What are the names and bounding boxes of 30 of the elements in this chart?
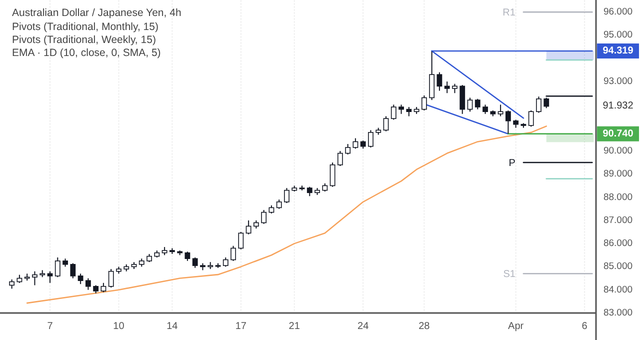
y-tick-label: 84.000 bbox=[603, 284, 633, 296]
series-label: R1 bbox=[502, 8, 516, 19]
y-tick-label: 93.000 bbox=[603, 76, 633, 88]
y-tick-label: 88.000 bbox=[603, 192, 633, 203]
y-tick-label: 96.000 bbox=[603, 6, 633, 18]
series-label: P bbox=[508, 158, 516, 170]
x-tick-label: 28 bbox=[418, 321, 430, 332]
annotation: EMA · 1D (10, close, 0, SMA, 5) bbox=[12, 47, 161, 59]
annotation: 90.740 bbox=[602, 128, 634, 140]
text: Australian Dollar / Japanese Yen, 4h bbox=[12, 7, 182, 19]
annotation: Pivots (Traditional, Monthly, 15) bbox=[12, 21, 158, 33]
series-label: S1 bbox=[503, 269, 516, 280]
x-tick-label: Apr bbox=[508, 321, 524, 332]
annotation: 91.932 bbox=[602, 100, 634, 112]
x-tick-label: 7 bbox=[47, 321, 54, 332]
y-tick-label: 83.000 bbox=[603, 308, 633, 318]
x-tick-label: 24 bbox=[358, 321, 370, 332]
y-tick-label: 89.000 bbox=[603, 168, 633, 180]
y-tick-label: 90.000 bbox=[603, 145, 633, 156]
annotation: 94.319 bbox=[602, 45, 634, 56]
x-tick-label: 6 bbox=[582, 321, 588, 332]
y-tick-label: 85.000 bbox=[603, 261, 633, 272]
x-tick-label: 14 bbox=[166, 321, 178, 332]
annotation: Pivots (Traditional, Weekly, 15) bbox=[12, 34, 156, 46]
x-tick-label: 10 bbox=[113, 321, 125, 332]
y-tick-label: 95.000 bbox=[603, 30, 633, 41]
y-tick-label: 87.000 bbox=[603, 214, 633, 226]
x-tick-label: 17 bbox=[235, 321, 247, 332]
y-tick-label: 86.000 bbox=[603, 238, 633, 250]
x-tick-label: 21 bbox=[288, 321, 300, 332]
